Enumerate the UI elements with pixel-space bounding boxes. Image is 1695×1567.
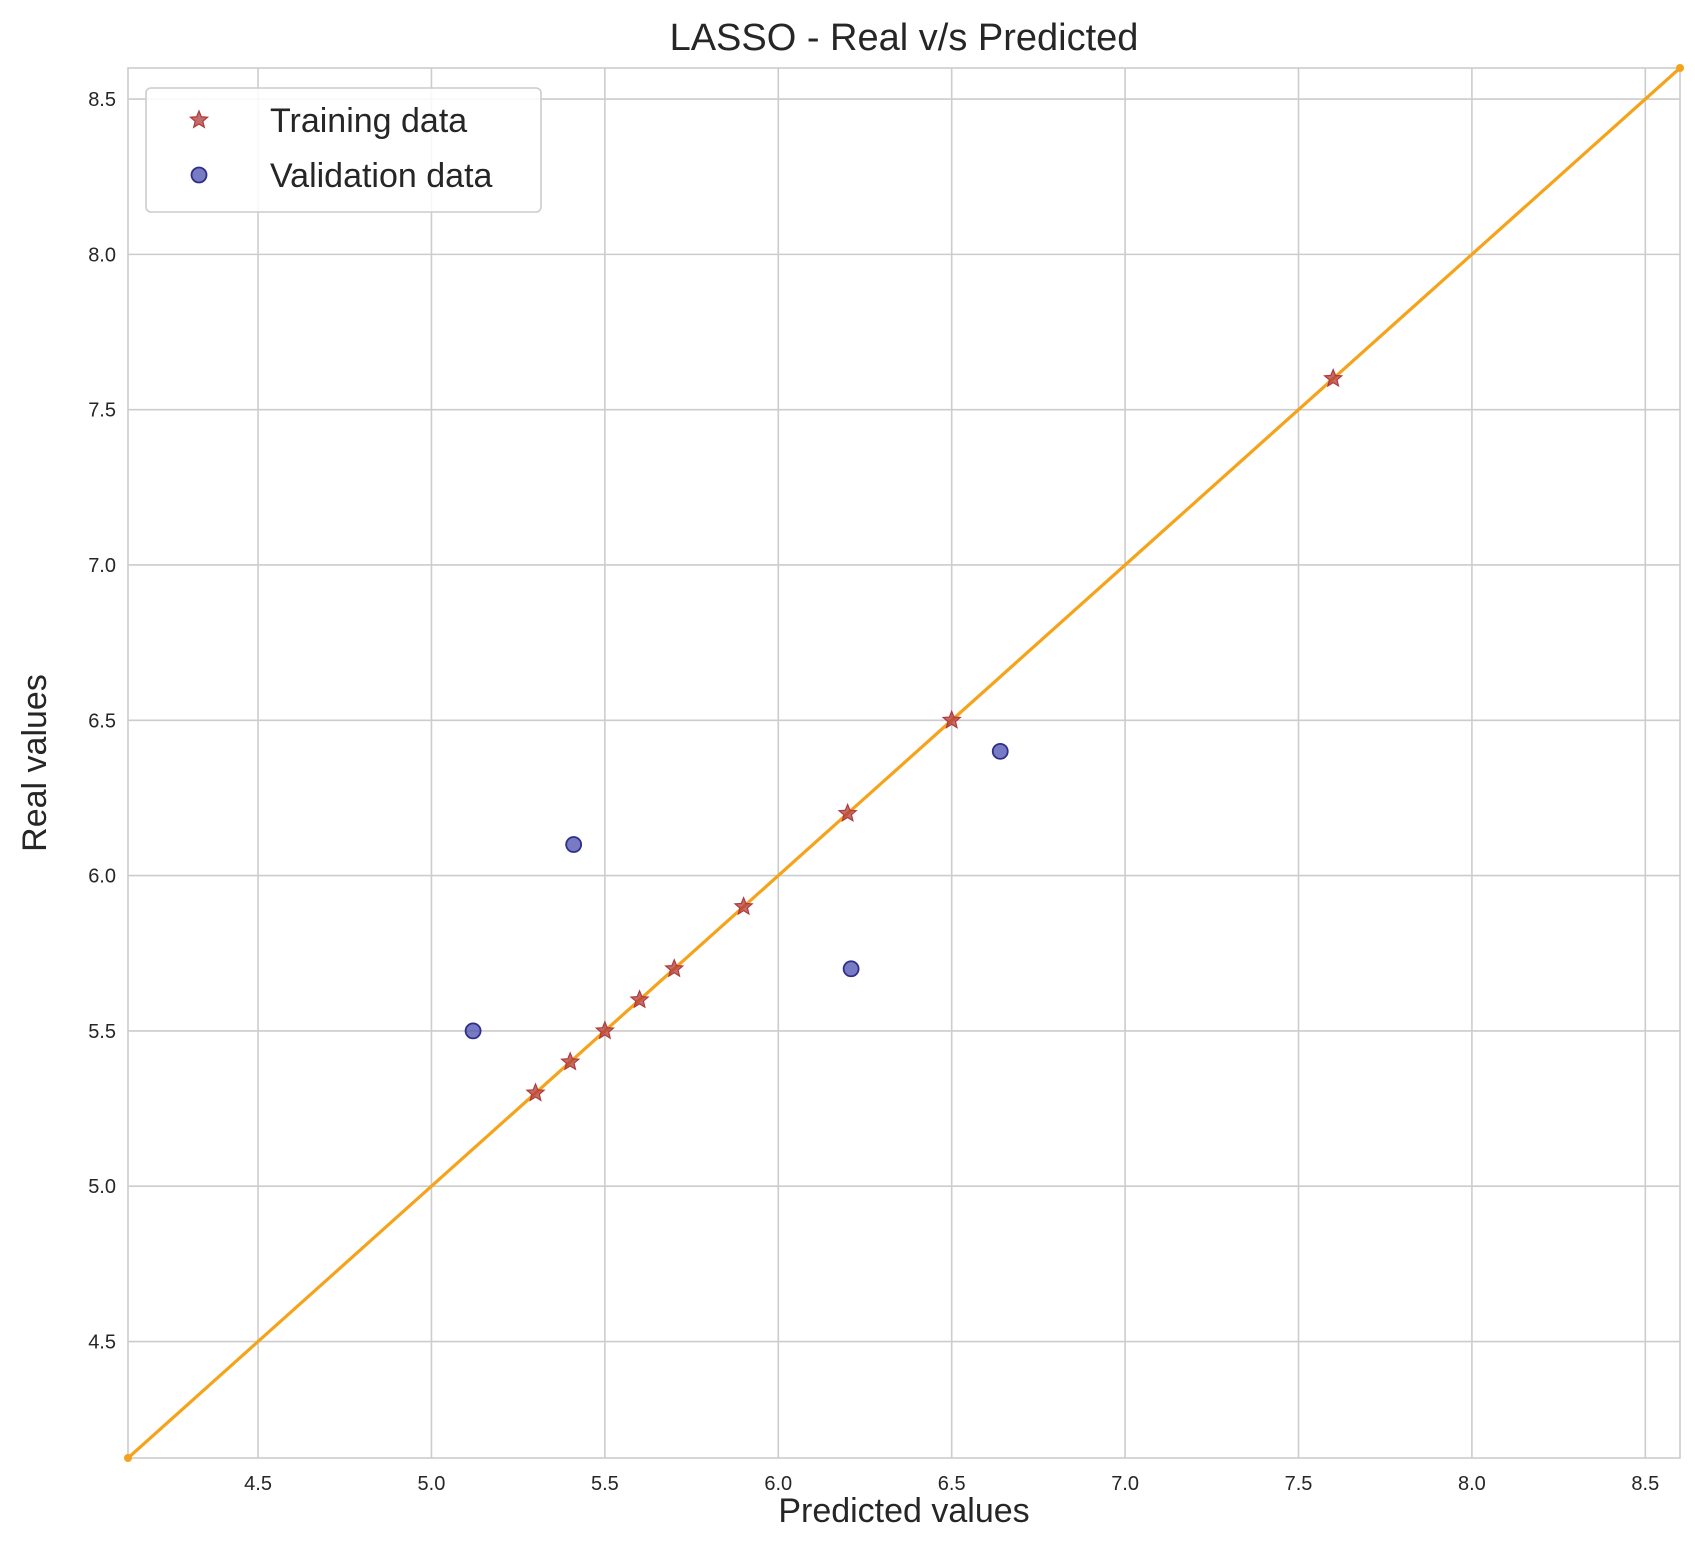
x-tick-label: 5.0 (418, 1473, 446, 1495)
x-axis-label: Predicted values (778, 1492, 1029, 1530)
legend-marker-validation (190, 166, 208, 184)
validation-point (991, 742, 1009, 760)
reference-line (126, 66, 1682, 1460)
x-tick-label: 8.0 (1458, 1473, 1486, 1495)
y-tick-label: 8.0 (88, 244, 116, 266)
y-tick-label: 6.0 (88, 866, 116, 888)
y-axis-label: Real values (16, 674, 54, 852)
reference-line-endpoint (1676, 64, 1684, 72)
y-tick-label: 7.0 (88, 555, 116, 577)
tick-labels: 4.5 5.0 5.5 6.0 6.5 7.0 7.5 8.0 8.5 4.5 5.0 5.5 6.0 6… (88, 89, 1659, 1495)
training-point (594, 1020, 615, 1040)
x-tick-label: 6.0 (764, 1473, 792, 1495)
plot-frame (127, 67, 1681, 1459)
validation-point (464, 1022, 482, 1040)
chart-title: LASSO - Real v/s Predicted (670, 17, 1139, 59)
training-point (941, 709, 962, 729)
points-layer (464, 368, 1344, 1102)
training-point (837, 802, 858, 823)
grid (128, 68, 1680, 1458)
x-tick-label: 5.5 (591, 1473, 619, 1495)
y-tick-label: 4.5 (88, 1332, 116, 1354)
x-tick-label: 6.5 (938, 1473, 966, 1495)
x-tick-label: 8.5 (1631, 1473, 1659, 1495)
legend-marker-training (188, 109, 210, 129)
training-point (1323, 368, 1344, 388)
reference-line-endpoint (124, 1454, 132, 1462)
training-point (629, 989, 650, 1009)
x-tick-label: 7.0 (1111, 1473, 1139, 1495)
legend-box (145, 87, 542, 213)
training-point (560, 1051, 581, 1071)
validation-point (842, 960, 860, 978)
y-tick-label: 5.0 (88, 1176, 116, 1198)
legend-star-icon (188, 109, 210, 129)
legend-circle-icon (190, 166, 208, 184)
x-tick-label: 4.5 (244, 1473, 272, 1495)
reference-line-layer (124, 64, 1684, 1462)
training-point (733, 896, 754, 916)
y-tick-label: 6.5 (88, 710, 116, 732)
y-tick-label: 5.5 (88, 1021, 116, 1043)
validation-point (565, 836, 583, 853)
y-tick-label: 7.5 (88, 400, 116, 422)
training-point (664, 958, 685, 978)
x-tick-label: 7.5 (1285, 1473, 1313, 1495)
legend-label-validation: Validation data (270, 157, 493, 195)
legend: Training data Validation data (145, 87, 542, 213)
y-tick-label: 8.5 (88, 89, 116, 111)
training-point (525, 1082, 546, 1102)
legend-label-training: Training data (270, 102, 467, 140)
